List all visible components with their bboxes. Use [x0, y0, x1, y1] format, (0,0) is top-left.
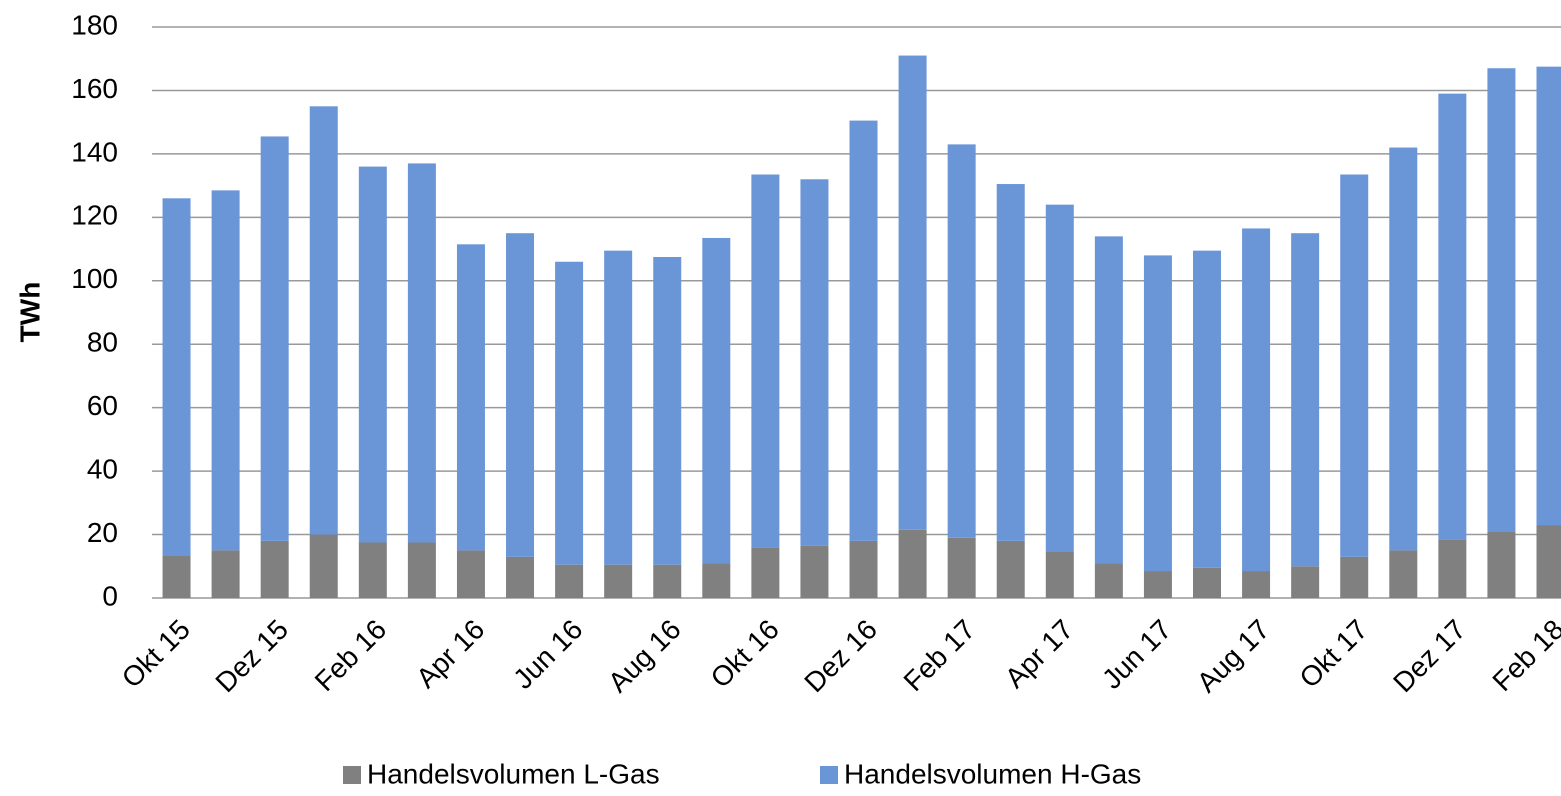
y-tick-label: 0 — [102, 580, 118, 611]
bar — [407, 542, 436, 598]
bar — [1340, 174, 1369, 557]
x-tick-label: Feb 17 — [898, 614, 982, 698]
x-tick-label: Aug 16 — [602, 614, 687, 699]
x-tick-label: Dez 15 — [209, 614, 294, 699]
bar — [1487, 68, 1516, 532]
bar — [849, 540, 878, 598]
y-tick-label: 140 — [71, 136, 118, 167]
bar — [1094, 563, 1123, 598]
x-tick-label: Jun 17 — [1096, 614, 1177, 695]
bar — [604, 250, 633, 565]
bar — [1143, 255, 1172, 572]
bar — [211, 190, 240, 551]
bar — [1242, 228, 1271, 572]
bar — [1340, 556, 1369, 598]
bar — [309, 106, 338, 535]
bar — [1438, 93, 1467, 540]
y-tick-label: 180 — [71, 9, 118, 40]
bar — [1045, 552, 1074, 598]
bar — [1438, 539, 1467, 598]
bar — [1193, 567, 1222, 598]
bar — [260, 540, 289, 598]
bar — [260, 136, 289, 541]
bar — [1291, 566, 1320, 598]
bar — [1242, 571, 1271, 598]
bar — [555, 261, 584, 565]
bar — [1291, 233, 1320, 567]
x-tick-label: Dez 16 — [798, 614, 883, 699]
legend-label: Handelsvolumen L-Gas — [367, 758, 660, 789]
bar — [358, 542, 387, 598]
bar — [1193, 250, 1222, 568]
bar — [407, 163, 436, 543]
bar — [996, 540, 1025, 598]
y-tick-label: 120 — [71, 200, 118, 231]
bar — [162, 198, 191, 556]
bar — [1045, 204, 1074, 553]
x-tick-label: Okt 16 — [705, 614, 785, 694]
x-tick-label: Apr 16 — [410, 614, 490, 694]
bar — [1536, 66, 1561, 526]
bar — [1389, 147, 1418, 551]
bar — [1143, 571, 1172, 598]
bar — [947, 537, 976, 598]
bar — [555, 564, 584, 598]
legend-label: Handelsvolumen H-Gas — [844, 758, 1141, 789]
bar — [800, 545, 829, 598]
bar — [211, 550, 240, 598]
bar — [604, 564, 633, 598]
x-tick-label: Aug 17 — [1191, 614, 1276, 699]
bar — [849, 120, 878, 541]
bar — [1094, 236, 1123, 564]
bar — [1389, 550, 1418, 598]
bar — [456, 550, 485, 598]
bar — [800, 179, 829, 546]
bar — [898, 529, 927, 598]
bar — [751, 547, 780, 598]
x-tick-label: Dez 17 — [1387, 614, 1472, 699]
bar — [751, 174, 780, 548]
bar — [162, 555, 191, 598]
bar — [653, 564, 682, 598]
x-tick-label: Okt 15 — [116, 614, 196, 694]
bar — [506, 556, 535, 598]
y-tick-label: 100 — [71, 263, 118, 294]
bar — [1487, 531, 1516, 598]
y-tick-label: 160 — [71, 73, 118, 104]
bar — [309, 534, 338, 598]
bar — [653, 256, 682, 565]
bar — [947, 144, 976, 538]
y-tick-label: 80 — [87, 327, 118, 358]
bar — [1536, 525, 1561, 598]
bar — [702, 237, 731, 564]
y-tick-label: 20 — [87, 517, 118, 548]
y-axis-label: TWh — [14, 282, 45, 343]
bar — [358, 166, 387, 543]
bar — [456, 244, 485, 551]
x-tick-label: Feb 16 — [309, 614, 393, 698]
y-tick-label: 40 — [87, 454, 118, 485]
legend-swatch — [820, 766, 838, 784]
x-tick-label: Jun 16 — [507, 614, 588, 695]
bar — [898, 55, 927, 530]
x-tick-label: Feb 18 — [1486, 614, 1561, 698]
bar — [702, 563, 731, 598]
x-tick-label: Apr 17 — [999, 614, 1079, 694]
bar — [506, 233, 535, 557]
legend-swatch — [343, 766, 361, 784]
x-tick-label: Okt 17 — [1293, 614, 1373, 694]
y-tick-label: 60 — [87, 390, 118, 421]
bar — [996, 184, 1025, 541]
